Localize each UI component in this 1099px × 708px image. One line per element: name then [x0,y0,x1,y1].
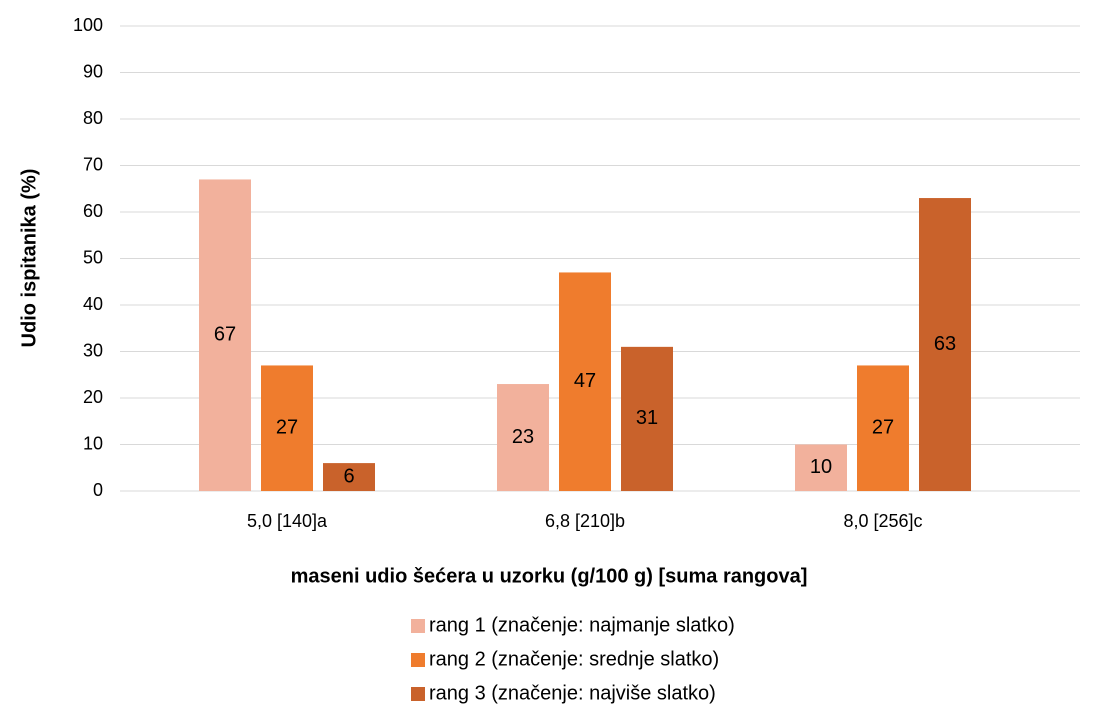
y-tick-label: 80 [83,108,103,128]
legend-swatch [411,619,425,633]
bar [919,198,971,492]
data-label: 6 [343,465,354,487]
data-label: 27 [276,417,298,439]
y-tick-label: 0 [93,480,103,500]
data-label: 27 [872,417,894,439]
bar [857,365,909,491]
y-tick-label: 10 [83,433,103,453]
y-tick-label: 20 [83,387,103,407]
legend-label: rang 2 (značenje: srednje slatko) [429,648,719,670]
data-label: 10 [810,456,832,478]
y-tick-label: 30 [83,340,103,360]
data-label: 47 [574,370,596,392]
y-tick-label: 40 [83,294,103,314]
data-label: 67 [214,324,236,346]
y-axis-title: Udio ispitanika (%) [18,169,40,348]
x-tick-label: 5,0 [140]a [247,511,328,531]
y-tick-label: 60 [83,201,103,221]
y-tick-label: 100 [73,15,103,35]
legend-label: rang 1 (značenje: najmanje slatko) [429,614,735,636]
x-tick-label: 8,0 [256]c [843,511,922,531]
bar [323,463,375,491]
legend-label: rang 3 (značenje: najviše slatko) [429,682,716,704]
data-label: 63 [934,333,956,355]
data-label: 31 [636,407,658,429]
legend-swatch [411,653,425,667]
bar [621,346,673,491]
bar [497,384,549,491]
x-axis-title: maseni udio šećera u uzorku (g/100 g) [s… [291,565,808,587]
bar [261,365,313,491]
y-tick-label: 70 [83,154,103,174]
x-tick-label: 6,8 [210]b [545,511,625,531]
bar [559,272,611,491]
bar [199,179,251,491]
data-label: 23 [512,426,534,448]
bar [795,444,847,491]
y-tick-label: 90 [83,61,103,81]
y-tick-label: 50 [83,247,103,267]
legend-swatch [411,687,425,701]
